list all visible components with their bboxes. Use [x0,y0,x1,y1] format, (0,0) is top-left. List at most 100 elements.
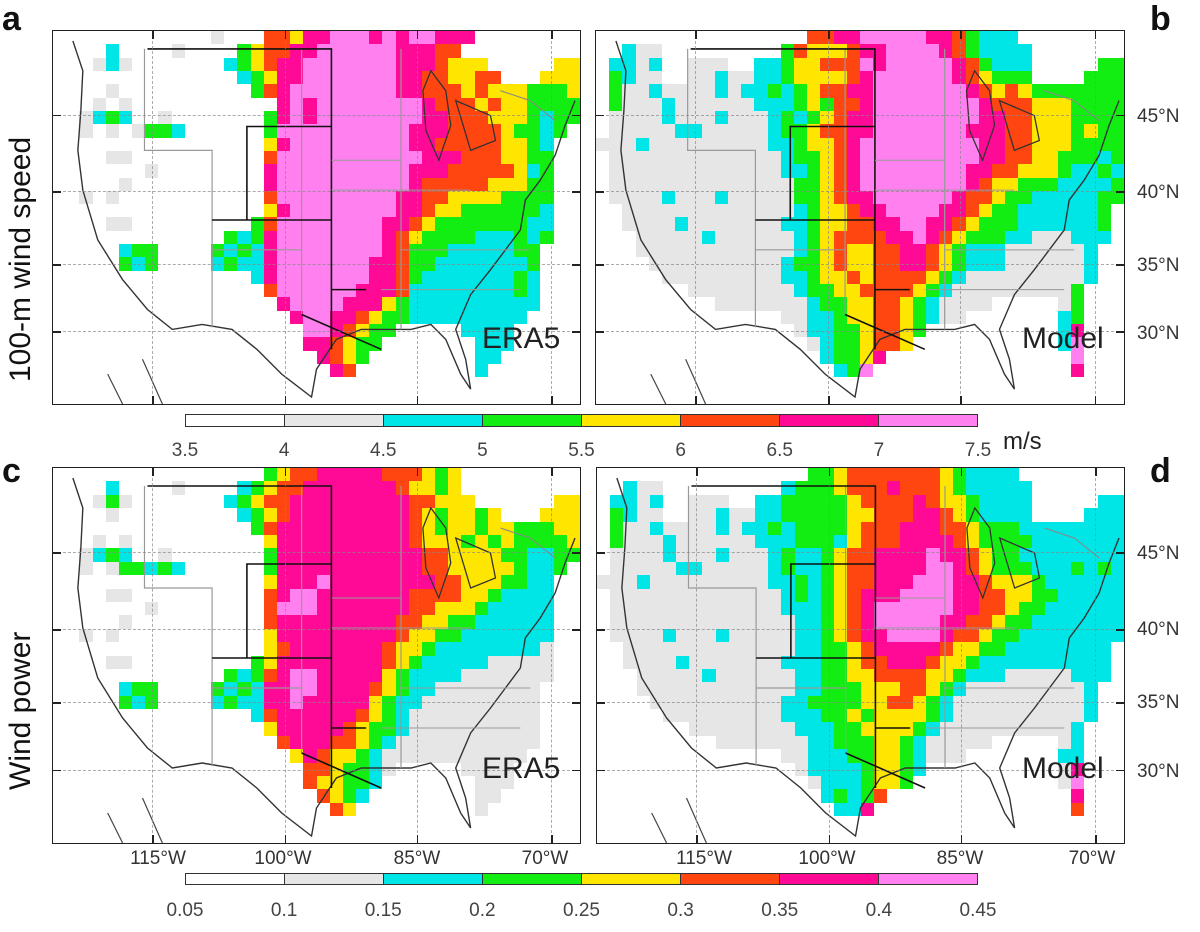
source-label-a: ERA5 [482,322,561,355]
source-label-d: Model [1022,752,1104,785]
graticule-meridian [416,31,418,404]
y-tick [572,629,580,631]
x-tick [284,31,287,39]
y-tick [53,552,61,554]
colorbar-tick-label: 0.15 [364,900,402,921]
y-tick [572,552,580,554]
y-tick [572,191,580,193]
colorbar-tick-label: 4.5 [370,440,397,461]
graticule-meridian [960,31,962,404]
source-label-c: ERA5 [482,752,561,785]
lat-label-35-top: 35°N [1137,255,1180,276]
colorbar-tick-label: 0.2 [469,900,496,921]
colorbar-tick-label: 5 [477,440,488,461]
graticule-meridian [695,31,697,404]
y-tick [1116,264,1124,266]
y-tick [596,264,604,266]
x-tick [828,835,831,843]
y-tick [572,114,580,117]
colorbar-tick-label: 0.1 [270,900,298,921]
lat-label-30-bottom: 30°N [1137,761,1180,782]
graticule-parallel [53,264,580,266]
row-label-wind-speed: 100-m wind speed [4,136,37,382]
x-tick [1095,835,1097,843]
lat-label-30-top: 30°N [1137,323,1180,344]
y-tick [572,264,580,266]
x-tick [551,31,553,39]
graticule-parallel [597,552,1124,554]
graticule-parallel [53,702,580,704]
lat-label-40-bottom: 40°N [1137,619,1180,640]
graticule-meridian [284,31,286,404]
graticule-parallel [53,769,580,771]
graticule-parallel [596,331,1124,333]
lon-label-85-left: 85°W [393,848,441,869]
colorbar-tick-label: 0.05 [166,900,204,921]
colorbar-segment [879,415,977,426]
x-tick [960,396,962,404]
colorbar-segment [483,415,582,426]
lon-label-70-right: 70°W [1068,848,1116,869]
colorbar-segment [384,874,483,884]
heatmap-grid [597,468,1124,843]
colorbar-segment [186,415,285,426]
colorbar-tick-label: 0.3 [667,900,694,921]
x-tick [1095,468,1097,476]
colorbar-segment [483,874,582,884]
lon-label-100-left: 100°W [254,848,312,869]
colorbar-segment [285,874,384,884]
x-tick [828,468,831,476]
colorbar-segment [681,874,780,884]
lon-label-115-right: 115°W [676,848,732,869]
x-tick [1094,396,1097,404]
graticule-parallel [53,629,580,631]
graticule-parallel [596,114,1124,116]
graticule-meridian [828,31,830,404]
x-tick [284,468,287,476]
panel-tag-d: d [1150,452,1171,490]
graticule-meridian [152,31,154,404]
colorbar-tick-label: 5.5 [568,440,595,461]
colorbar-tick-label: 6.5 [766,440,793,461]
x-tick [828,31,830,39]
colorbar-wind-power [185,873,978,885]
x-tick [960,835,963,843]
colorbar-tick-label: 6 [675,440,686,461]
x-tick [960,31,962,39]
graticule-parallel [597,702,1124,704]
graticule-meridian [284,468,286,843]
y-tick [597,552,605,554]
colorbar-segment [582,874,681,884]
y-tick [1116,552,1124,554]
lon-label-115-left: 115°W [130,848,186,869]
y-tick [597,629,605,631]
y-tick [1116,114,1124,117]
colorbar-segment [285,415,384,426]
graticule-meridian [416,468,418,843]
x-tick [695,31,697,39]
y-tick [53,702,61,704]
graticule-parallel [597,769,1124,771]
graticule-parallel [596,264,1124,266]
colorbar-tick-label: 7.5 [964,440,992,461]
x-tick [284,396,287,404]
lat-label-45-bottom: 45°N [1137,543,1180,564]
y-tick [53,264,61,266]
colorbar-tick-label: 0.25 [563,900,600,921]
x-tick [696,468,698,476]
lat-label-35-bottom: 35°N [1137,692,1180,713]
x-tick [152,31,154,39]
x-tick [1094,31,1097,39]
y-tick [596,114,604,117]
y-tick [53,114,61,117]
colorbar-segment [582,415,681,426]
y-tick [596,191,604,193]
x-tick [696,835,698,843]
source-label-b: Model [1022,322,1104,355]
x-tick [416,31,419,39]
graticule-parallel [596,191,1124,193]
panel-tag-c: c [2,452,21,490]
x-tick [416,835,419,843]
colorbar-unit-label: m/s [1003,428,1042,455]
graticule-parallel [53,331,580,333]
